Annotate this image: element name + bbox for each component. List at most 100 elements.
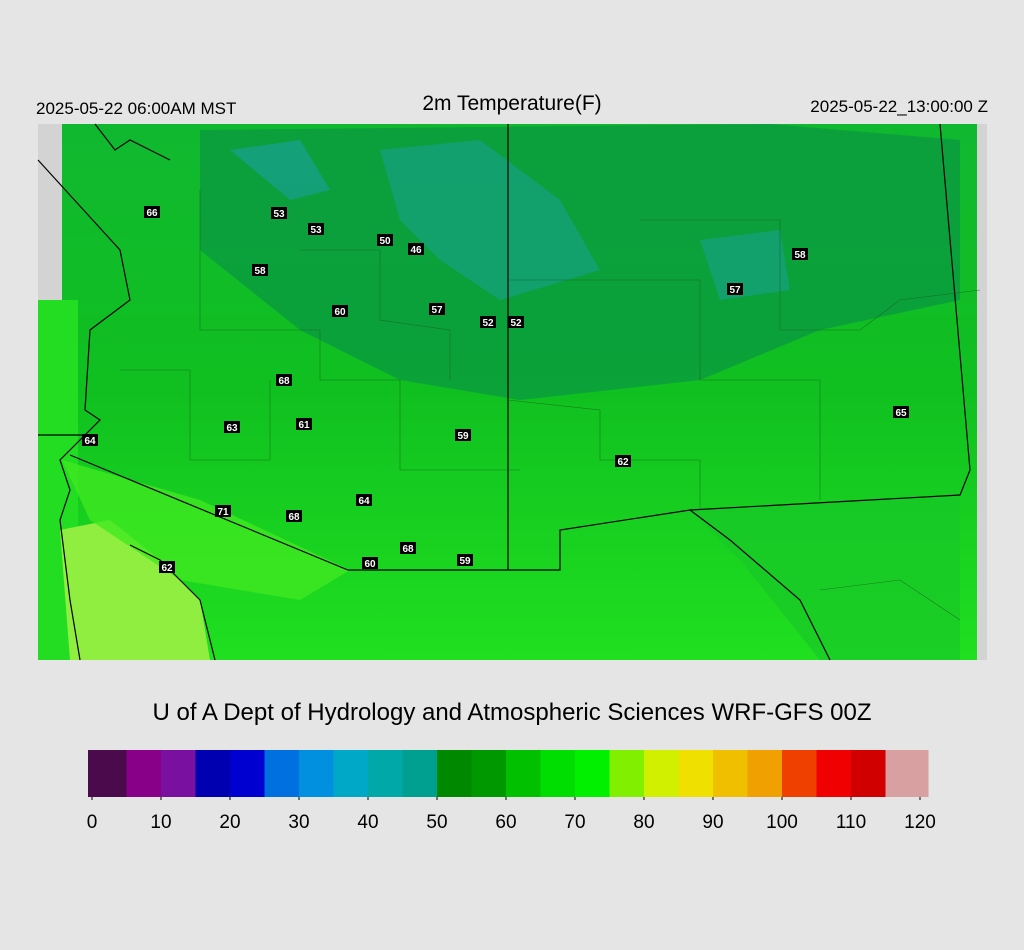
station-box (276, 374, 292, 386)
station-box (159, 561, 175, 573)
colorbar-swatch (885, 750, 929, 797)
colorbar-tick-label: 30 (288, 812, 309, 833)
colorbar-tick-label: 100 (766, 812, 798, 833)
station: 52 (508, 316, 524, 329)
station-value: 58 (794, 250, 806, 261)
station-value: 57 (729, 285, 741, 296)
colorbar-tick-label: 120 (904, 812, 936, 833)
station-box (252, 264, 268, 276)
station-box (82, 434, 98, 446)
colorbar-swatch (230, 750, 265, 797)
station-box (508, 316, 524, 328)
warm-region (62, 460, 350, 600)
station-box (615, 455, 631, 467)
station: 68 (276, 374, 292, 387)
colorbar-swatch (644, 750, 679, 797)
colorbar-swatch (609, 750, 645, 797)
map: 66 53 53 50 46 58 60 57 52 52 58 57 68 63 61 64 59 62 65 71… (37, 123, 987, 661)
colorbar-swatch (782, 750, 817, 797)
station-value: 68 (402, 544, 414, 555)
colorbar-swatch (368, 750, 403, 797)
station-box (362, 557, 378, 569)
station-box (308, 223, 324, 235)
station-value: 60 (364, 559, 376, 570)
station-value: 61 (298, 420, 310, 431)
station-value: 65 (895, 408, 907, 419)
station: 65 (893, 406, 909, 419)
station: 68 (286, 510, 302, 523)
county-line (199, 190, 520, 471)
station-box (400, 542, 416, 554)
station-value: 64 (84, 436, 96, 447)
colorbar-swatch (126, 750, 162, 797)
station-value: 62 (617, 457, 629, 468)
river (94, 123, 171, 161)
colorbar-tick-label: 0 (87, 812, 98, 833)
county-line (508, 279, 821, 500)
border (69, 454, 831, 661)
station-value: 71 (217, 507, 229, 518)
colorbar-tick-label: 50 (426, 812, 447, 833)
county-line (819, 579, 961, 621)
station: 62 (159, 561, 175, 574)
station-box (144, 206, 160, 218)
station: 59 (457, 554, 473, 567)
station-value: 57 (431, 305, 443, 316)
station-box (215, 505, 231, 517)
station: 52 (480, 316, 496, 329)
station-box (480, 316, 496, 328)
colorbar-swatch (678, 750, 714, 797)
colorbar-swatch (195, 750, 231, 797)
station: 71 (215, 505, 231, 518)
colorbar-swatch (264, 750, 300, 797)
colorbar-tick-label: 110 (836, 812, 866, 833)
station: 57 (727, 283, 743, 296)
station: 53 (308, 223, 324, 236)
colorbar-swatch (471, 750, 507, 797)
cold-region (700, 230, 790, 300)
state-border (689, 123, 971, 511)
station-box (455, 429, 471, 441)
station: 59 (455, 429, 471, 442)
station-box (224, 421, 240, 433)
warm-region (690, 495, 960, 660)
county-line (120, 369, 271, 461)
colorbar-swatch (402, 750, 438, 797)
colorbar-swatch (333, 750, 369, 797)
station: 50 (377, 234, 393, 247)
map-title: 2m Temperature(F) (422, 92, 601, 115)
station: 63 (224, 421, 240, 434)
station-box (893, 406, 909, 418)
station: 46 (408, 243, 424, 256)
colorbar-swatch (713, 750, 748, 797)
station-box (429, 303, 445, 315)
colorbar-swatch (506, 750, 541, 797)
station-box (271, 207, 287, 219)
station: 64 (82, 434, 98, 447)
colorbar-tick-label: 20 (219, 812, 240, 833)
warm-region (60, 520, 210, 660)
station-labels: 66 53 53 50 46 58 60 57 52 52 58 57 68 63 61 64 59 62 65 71… (82, 206, 909, 574)
station-box (286, 510, 302, 522)
station-value: 68 (288, 512, 300, 523)
station-box (296, 418, 312, 430)
county-line (640, 219, 981, 331)
station-value: 59 (459, 556, 471, 567)
colorbar-tick-label: 10 (150, 812, 171, 833)
station-value: 63 (226, 423, 238, 434)
colorbar-tick-label: 40 (357, 812, 378, 833)
station: 60 (332, 305, 348, 318)
colorbar-swatch (816, 750, 852, 797)
station: 64 (356, 494, 372, 507)
colorbar-swatch (437, 750, 472, 797)
station: 62 (615, 455, 631, 468)
valid-utc-time: 2025-05-22_13:00:00 Z (810, 97, 988, 116)
station-value: 68 (278, 376, 290, 387)
county-line (507, 399, 701, 510)
station-value: 52 (482, 318, 494, 329)
station-value: 58 (254, 266, 266, 277)
station-value: 66 (146, 208, 158, 219)
station-value: 60 (334, 307, 346, 318)
station-value: 59 (457, 431, 469, 442)
county-line (300, 249, 451, 380)
